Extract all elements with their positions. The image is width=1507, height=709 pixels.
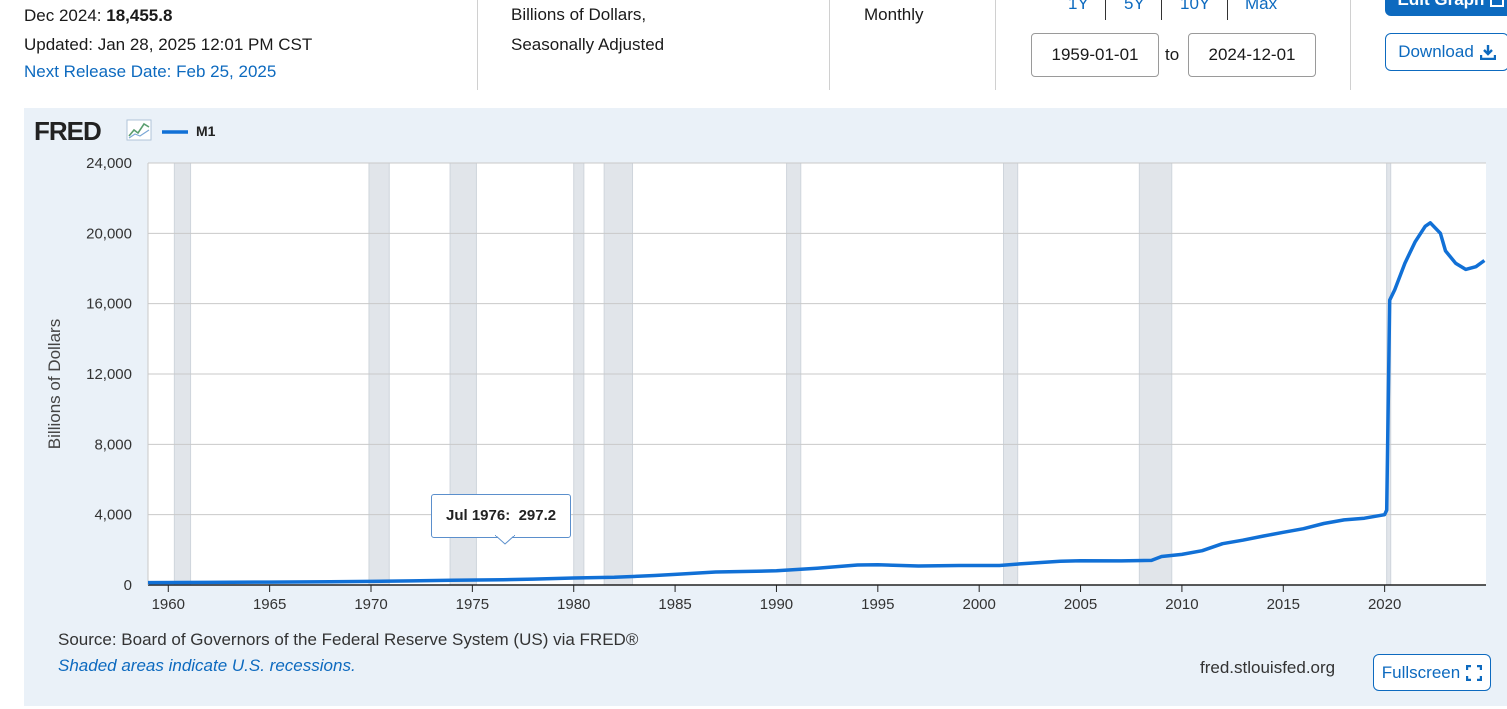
chart-panel: 24,000 20,000 16,000 12,000 8,000 4,000 0 1960… bbox=[24, 108, 1507, 706]
download-icon bbox=[1479, 45, 1496, 60]
y-tick-label: 0 bbox=[124, 577, 132, 594]
x-tick-label: 1975 bbox=[456, 596, 489, 613]
x-tick-label: 2020 bbox=[1368, 596, 1401, 613]
fred-chart-icon bbox=[126, 119, 152, 141]
y-tick-label: 16,000 bbox=[86, 296, 132, 313]
x-tick-label: 2010 bbox=[1165, 596, 1198, 613]
fullscreen-button[interactable]: Fullscreen bbox=[1373, 654, 1491, 691]
fullscreen-label: Fullscreen bbox=[1381, 662, 1461, 682]
y-tick-label: 8,000 bbox=[94, 436, 132, 453]
tooltip-date: Jul 1976: bbox=[446, 507, 511, 524]
range-10y-button[interactable]: 10Y bbox=[1180, 0, 1211, 13]
legend-label-m1: M1 bbox=[196, 123, 216, 139]
divider bbox=[477, 0, 478, 90]
range-5y-button[interactable]: 5Y bbox=[1124, 0, 1145, 13]
x-tick-label: 1995 bbox=[861, 596, 894, 613]
edit-graph-button[interactable]: Edit Graph bbox=[1385, 0, 1507, 16]
edit-icon bbox=[1490, 0, 1505, 7]
download-label: Download bbox=[1398, 42, 1474, 61]
y-tick-label: 4,000 bbox=[94, 507, 132, 524]
tooltip-pointer bbox=[495, 535, 515, 545]
x-tick-label: 1990 bbox=[760, 596, 793, 613]
range-separator bbox=[1161, 0, 1162, 20]
y-tick-label: 12,000 bbox=[86, 366, 132, 383]
download-button[interactable]: Download bbox=[1385, 33, 1507, 71]
y-axis-title: Billions of Dollars bbox=[45, 319, 64, 449]
x-tick-label: 1965 bbox=[253, 596, 286, 613]
range-separator bbox=[1105, 0, 1106, 20]
chart-svg: 24,000 20,000 16,000 12,000 8,000 4,000 0 1960… bbox=[34, 116, 1486, 613]
end-date-input[interactable] bbox=[1188, 33, 1316, 77]
x-tick-label: 2005 bbox=[1064, 596, 1097, 613]
tooltip-value: 297.2 bbox=[518, 507, 557, 524]
edit-graph-label: Edit Graph bbox=[1398, 0, 1485, 10]
updated-text: Updated: Jan 28, 2025 12:01 PM CST bbox=[24, 35, 313, 54]
y-tick-label: 20,000 bbox=[86, 225, 132, 242]
frequency-text: Monthly bbox=[864, 5, 924, 24]
divider bbox=[829, 0, 830, 90]
x-tick-label: 1980 bbox=[557, 596, 590, 613]
fred-logo: FRED bbox=[34, 116, 101, 146]
next-release-link[interactable]: Next Release Date: Feb 25, 2025 bbox=[24, 62, 277, 81]
to-label: to bbox=[1165, 45, 1180, 64]
units-line-1: Billions of Dollars, bbox=[511, 5, 647, 24]
x-tick-label: 2000 bbox=[962, 596, 995, 613]
start-date-input[interactable] bbox=[1031, 33, 1159, 77]
divider bbox=[1350, 0, 1351, 90]
x-tick-label: 2015 bbox=[1267, 596, 1300, 613]
units-line-2: Seasonally Adjusted bbox=[511, 35, 665, 54]
range-max-button[interactable]: Max bbox=[1245, 0, 1278, 13]
range-1y-button[interactable]: 1Y bbox=[1068, 0, 1089, 13]
latest-value: 18,455.8 bbox=[106, 6, 173, 25]
x-tick-label: 1985 bbox=[658, 596, 691, 613]
y-tick-label: 24,000 bbox=[86, 155, 132, 172]
x-tick-labels: 1960 1965 1970 1975 1980 1985 1990 1995 2000 2005… bbox=[152, 596, 1402, 613]
y-tick-labels: 24,000 20,000 16,000 12,000 8,000 4,000 0 bbox=[86, 155, 132, 594]
series-line-m1 bbox=[147, 221, 1486, 585]
divider bbox=[995, 0, 996, 90]
recession-note-link[interactable]: Shaded areas indicate U.S. recessions. bbox=[58, 656, 356, 675]
fullscreen-icon bbox=[1466, 664, 1483, 681]
source-text: Source: Board of Governors of the Federa… bbox=[58, 630, 639, 649]
gridlines bbox=[147, 162, 1486, 592]
latest-observation: Dec 2024: 18,455.8 bbox=[24, 6, 172, 26]
site-link[interactable]: fred.stlouisfed.org bbox=[1200, 658, 1336, 677]
x-tick-label: 1960 bbox=[152, 596, 185, 613]
latest-label: Dec 2024: bbox=[24, 6, 102, 25]
range-separator bbox=[1227, 0, 1228, 20]
x-tick-label: 1970 bbox=[354, 596, 387, 613]
chart-tooltip: Jul 1976: 297.2 bbox=[431, 494, 572, 538]
